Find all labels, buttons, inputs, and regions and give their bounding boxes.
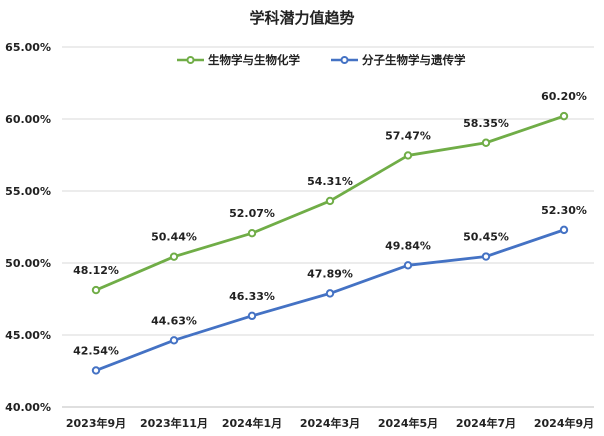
legend-marker-series-2: [340, 56, 349, 64]
y-tick-label: 65.00%: [5, 41, 51, 54]
data-label: 58.35%: [463, 117, 509, 130]
gridlines: [62, 46, 594, 408]
x-tick-label: 2024年7月: [456, 416, 516, 430]
x-tick-label: 2024年3月: [300, 416, 360, 430]
data-label: 50.45%: [463, 231, 509, 244]
legend: 生物学与生物化学 分子生物学与遗传学: [177, 53, 466, 67]
x-axis: 2023年9月 2023年11月 2024年1月 2024年3月 2024年5月 2024…: [66, 416, 594, 430]
data-label: 52.07%: [229, 207, 275, 220]
x-tick-label: 2023年9月: [66, 416, 126, 430]
data-point[interactable]: [403, 261, 413, 270]
data-label: 47.89%: [307, 267, 353, 280]
legend-label-series-1: 生物学与生物化学: [208, 53, 300, 67]
data-label: 50.44%: [151, 231, 197, 244]
data-label: 48.12%: [73, 264, 119, 277]
y-tick-label: 40.00%: [5, 401, 51, 414]
data-label: 42.54%: [73, 344, 119, 357]
legend-item-series-2[interactable]: 分子生物学与遗传学: [331, 53, 466, 67]
data-point[interactable]: [169, 336, 179, 345]
data-point[interactable]: [247, 311, 257, 321]
y-tick-label: 50.00%: [5, 257, 51, 270]
data-label: 46.33%: [229, 290, 275, 303]
y-tick-label: 60.00%: [5, 113, 51, 126]
y-tick-label: 55.00%: [5, 185, 51, 198]
data-point[interactable]: [559, 225, 569, 235]
legend-label-series-2: 分子生物学与遗传学: [362, 53, 466, 67]
x-tick-label: 2024年9月: [534, 416, 594, 430]
x-tick-label: 2024年5月: [378, 416, 438, 430]
y-axis: 40.00% 45.00% 50.00% 55.00% 60.00% 65.00%: [5, 41, 51, 414]
data-label: 52.30%: [541, 204, 587, 217]
data-label: 60.20%: [541, 90, 587, 103]
series-layer: 48.12% 50.44% 52.07% 54.31% 57.47% 58.35% 60.2…: [73, 90, 587, 375]
data-point[interactable]: [91, 285, 101, 295]
series-2: 42.54% 44.63% 46.33% 47.89% 49.84% 50.45% 52.3…: [73, 204, 587, 375]
chart-title: 学科潜力值趋势: [249, 9, 354, 27]
x-tick-label: 2024年1月: [222, 416, 282, 430]
data-point[interactable]: [481, 138, 491, 147]
data-point[interactable]: [403, 151, 413, 160]
data-label: 44.63%: [151, 314, 197, 327]
data-point[interactable]: [481, 252, 491, 261]
data-point[interactable]: [325, 196, 335, 206]
data-point[interactable]: [325, 289, 335, 298]
series-line: [94, 228, 566, 372]
data-point[interactable]: [559, 111, 569, 121]
data-point[interactable]: [169, 252, 179, 261]
data-label: 49.84%: [385, 239, 431, 252]
data-label: 57.47%: [385, 129, 431, 142]
data-label: 54.31%: [307, 175, 353, 188]
legend-item-series-1[interactable]: 生物学与生物化学: [177, 53, 300, 67]
legend-marker-series-1: [186, 56, 195, 64]
series-1: 48.12% 50.44% 52.07% 54.31% 57.47% 58.35% 60.2…: [73, 90, 587, 295]
x-tick-label: 2023年11月: [140, 416, 208, 430]
data-point[interactable]: [91, 366, 101, 375]
data-point[interactable]: [247, 228, 257, 238]
y-tick-label: 45.00%: [5, 329, 51, 342]
